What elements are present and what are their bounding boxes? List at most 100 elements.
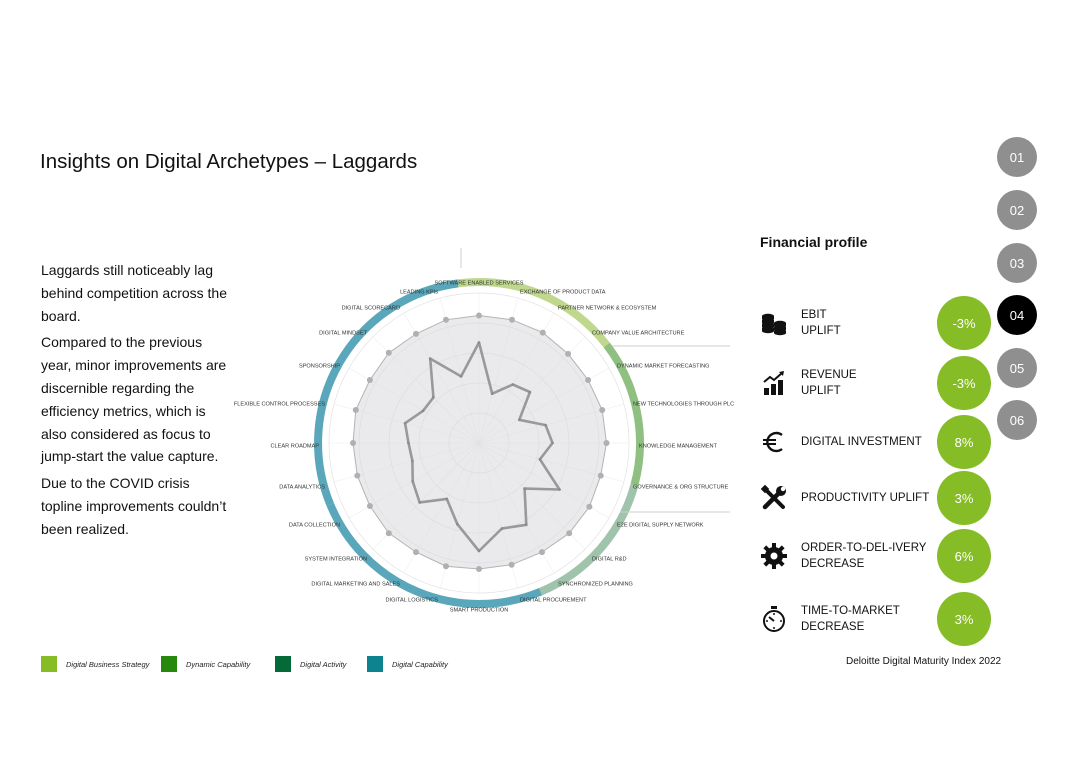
nav-item-05[interactable]: 05 [997,348,1037,388]
category-label: PARTNER NETWORK & ECOSYSTEM [558,305,657,311]
metric-label: REVENUE UPLIFT [801,356,857,410]
laggards-series-point [445,497,449,501]
metric-label: PRODUCTIVITY UPLIFT [801,471,929,525]
radar-chart: SOFTWARE ENABLED SERVICES EXCHANGE OF PRO… [234,248,734,613]
category-ring-segment [457,278,610,348]
page-title: Insights on Digital Archetypes – Laggard… [40,150,418,173]
category-ring-segment [539,483,639,596]
metric-order-to-delivery-decrease: ORDER-TO-DEL-IVERY DECREASE 6% [760,529,1000,583]
metric-ebit-uplift: EBIT UPLIFT -3% [760,296,1000,350]
metric-value-bubble: 3% [937,592,991,646]
reference-series-point [539,329,546,336]
laggards-series-point [407,441,410,445]
category-label: KNOWLEDGE MANAGEMENT [639,443,718,449]
financial-profile-heading: Financial profile [760,234,868,250]
metric-digital-investment: DIGITAL INVESTMENT 8% [760,415,1000,469]
intro-text: Laggards still noticeably lag behind com… [41,259,231,545]
intro-paragraph: Due to the COVID crisis topline improvem… [41,475,227,537]
laggards-series-point [544,423,547,427]
reference-series-point [443,316,449,323]
legend-swatch [41,656,57,672]
grid-ring [328,292,630,594]
metric-label-line: REVENUE [801,369,857,381]
legend-label: Dynamic Capability [186,659,251,669]
growth-chart-icon [763,371,784,395]
metric-value-bubble: 8% [937,415,991,469]
metric-value-bubble: 6% [937,529,991,583]
laggards-series-point [525,523,528,527]
metric-label-line: EBIT [801,309,827,321]
reference-series-point [586,503,593,510]
euro-icon [763,431,783,453]
category-ring-segment [326,503,543,608]
category-label: SPONSORSHIP [299,363,340,369]
nav-item-02[interactable]: 02 [997,190,1037,230]
metric-label-line: DIGITAL INVESTMENT [801,436,922,448]
metric-label: EBIT UPLIFT [801,296,841,350]
reference-series-point [539,549,545,556]
metric-label: ORDER-TO-DEL-IVERY DECREASE [801,529,926,583]
category-label: SMART PRODUCTION [450,607,509,613]
reference-series-point [366,377,373,383]
nav-item-01[interactable]: 01 [997,137,1037,177]
reference-series-point [413,549,419,556]
coins-icon [762,313,786,336]
laggards-series-point [418,501,421,504]
laggards-series-point [456,522,459,526]
nav-item-06[interactable]: 06 [997,400,1037,440]
metric-time-to-market-decrease: TIME-TO-MARKET DECREASE 3% [760,592,1000,646]
metric-label-line: UPLIFT [801,325,841,337]
stopwatch-icon [763,606,785,632]
reference-series-point [443,563,449,570]
metric-label-line: DECREASE [801,558,865,570]
source-note: Deloitte Digital Maturity Index 2022 [846,656,1002,667]
category-label: DATA ANALYTICS [279,484,325,490]
category-ring-segment [314,279,459,507]
category-label: NEW TECHNOLOGIES THROUGH PLC [633,401,734,407]
category-label: DIGITAL R&D [592,556,627,562]
laggards-series-point [518,418,521,422]
laggards-series-point [411,480,415,483]
nav-item-04[interactable]: 04 [997,295,1037,335]
reference-series-point [476,566,482,572]
laggards-series-point [411,459,414,463]
reference-series-point [597,472,604,479]
metric-label: TIME-TO-MARKET DECREASE [801,592,900,646]
legend-item: Dynamic Capability [161,656,250,672]
category-label: DATA COLLECTION [289,522,340,528]
legend-swatch [367,656,383,672]
legend-item: Digital Activity [275,656,346,672]
metric-label: DIGITAL INVESTMENT [801,415,922,469]
metric-label-line: PRODUCTIVITY UPLIFT [801,492,930,504]
laggards-series-point [421,409,425,413]
category-label: DIGITAL PROCUREMENT [520,597,587,603]
metric-value-bubble: -3% [937,296,991,350]
intro-paragraph: Laggards still noticeably lag behind com… [41,262,227,324]
laggards-series-point [528,390,532,394]
reference-series-point [385,530,392,537]
metric-label-line: ORDER-TO-DEL-IVERY [801,542,927,554]
category-label: SOFTWARE ENABLED SERVICES [435,280,524,286]
legend-label: Digital Capability [392,659,448,669]
nav-item-03[interactable]: 03 [997,243,1037,283]
reference-series-point [585,377,592,383]
legend-label: Digital Activity [300,659,347,669]
laggards-series-point [551,441,554,445]
reference-series-point [565,350,572,357]
category-label: SYNCHRONIZED PLANNING [558,581,633,587]
laggards-series-point [428,357,432,360]
laggards-series-point [558,488,561,491]
legend-swatch [275,656,291,672]
legend-item: Digital Capability [367,656,448,672]
metric-revenue-uplift: REVENUE UPLIFT -3% [760,356,1000,410]
laggards-series-point [523,487,526,490]
intro-paragraph: Compared to the previous year, minor imp… [41,334,227,465]
laggards-series-point [403,421,407,425]
legend-item: Digital Business Strategy [41,656,149,672]
legend-label: Digital Business Strategy [66,659,150,669]
category-label: COMPANY VALUE ARCHITECTURE [592,330,685,336]
reference-series-point [352,407,359,413]
category-label: DYNAMIC MARKET FORECASTING [617,363,710,369]
tools-icon [760,484,786,510]
reference-series-point [508,561,515,568]
